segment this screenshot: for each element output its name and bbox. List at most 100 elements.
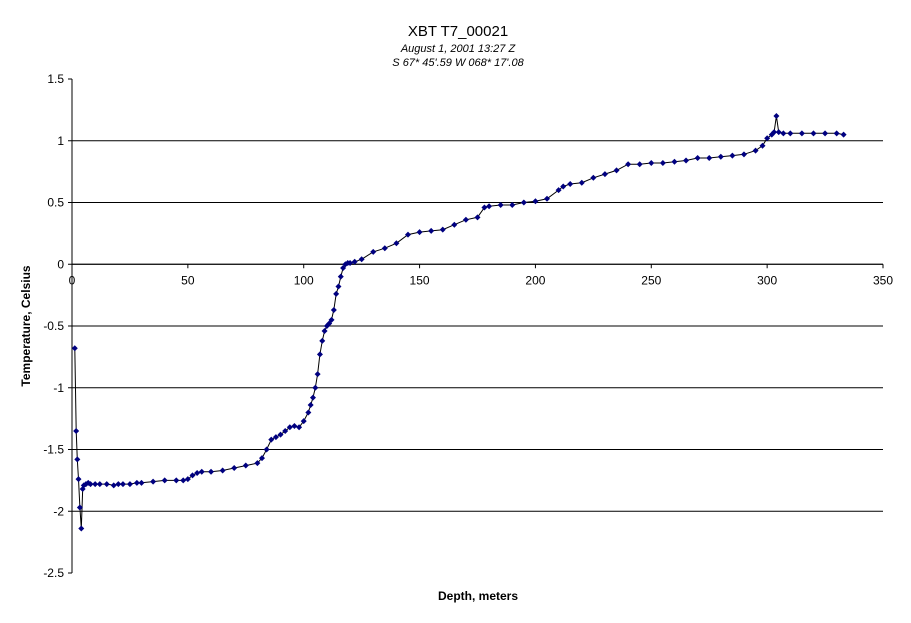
- data-point-96: [717, 153, 724, 160]
- data-point-4: [76, 504, 83, 511]
- x-tick-label-3: 150: [410, 273, 430, 287]
- data-point-42: [300, 418, 307, 425]
- x-tick-label-0: 0: [69, 273, 76, 287]
- data-point-53: [328, 316, 335, 323]
- data-point-85: [590, 174, 597, 181]
- data-point-10: [87, 481, 94, 488]
- data-point-65: [381, 245, 388, 252]
- data-point-98: [740, 151, 747, 158]
- x-tick-label-1: 50: [181, 273, 195, 287]
- data-point-72: [462, 216, 469, 223]
- data-point-71: [451, 221, 458, 228]
- data-point-70: [439, 226, 446, 233]
- axes: [68, 78, 884, 574]
- y-tick-label-5: -1: [53, 381, 64, 395]
- data-point-61: [347, 260, 354, 267]
- data-point-90: [648, 159, 655, 166]
- data-point-58: [340, 264, 347, 271]
- data-point-11: [92, 481, 99, 488]
- data-point-101: [764, 135, 771, 142]
- data-point-57: [337, 273, 344, 280]
- data-point-0: [71, 345, 78, 352]
- data-point-66: [393, 240, 400, 247]
- data-point-67: [404, 231, 411, 238]
- data-point-44: [307, 402, 314, 409]
- x-tick-label-5: 250: [641, 273, 661, 287]
- data-point-33: [259, 455, 266, 462]
- data-point-28: [208, 468, 215, 475]
- data-point-81: [555, 187, 562, 194]
- data-point-69: [428, 227, 435, 234]
- data-point-18: [133, 479, 140, 486]
- y-tick-label-6: -1.5: [43, 443, 64, 457]
- data-point-73: [474, 214, 481, 221]
- data-point-41: [296, 424, 303, 431]
- data-point-36: [272, 434, 279, 441]
- y-tick-label-2: 0.5: [47, 196, 64, 210]
- data-point-92: [671, 158, 678, 165]
- data-point-49: [319, 337, 326, 344]
- x-tick-label-4: 200: [525, 273, 545, 287]
- data-point-105: [775, 129, 782, 136]
- data-point-34: [263, 446, 270, 453]
- data-point-97: [729, 152, 736, 159]
- data-point-50: [321, 327, 328, 334]
- data-point-45: [309, 394, 316, 401]
- chart-subtitle-date: August 1, 2001 13:27 Z: [400, 43, 517, 55]
- data-point-35: [268, 436, 275, 443]
- data-point-62: [351, 258, 358, 265]
- x-tick-labels: 0 50 100 150 200 250 300 350: [69, 273, 894, 287]
- data-point-104: [773, 113, 780, 120]
- data-point-27: [198, 468, 205, 475]
- gridlines: [72, 140, 883, 512]
- y-axis-title: Temperature, Celsius: [19, 265, 33, 386]
- data-point-78: [520, 199, 527, 206]
- data-point-52: [326, 320, 333, 327]
- data-point-39: [286, 424, 293, 431]
- data-point-47: [314, 371, 321, 378]
- data-point-84: [578, 179, 585, 186]
- data-point-1: [73, 427, 80, 434]
- data-point-87: [613, 167, 620, 174]
- y-tick-label-0: 1.5: [47, 72, 64, 86]
- data-point-12: [96, 481, 103, 488]
- data-point-82: [560, 183, 567, 190]
- data-point-77: [509, 201, 516, 208]
- data-point-63: [358, 256, 365, 263]
- data-point-5: [78, 525, 85, 532]
- data-point-107: [787, 130, 794, 137]
- data-point-25: [189, 472, 196, 479]
- data-point-106: [780, 130, 787, 137]
- data-point-54: [330, 306, 337, 313]
- x-tick-label-7: 350: [873, 273, 893, 287]
- data-point-86: [601, 171, 608, 178]
- chart-subtitle-position: S 67* 45'.59 W 068* 17'.08: [392, 57, 524, 69]
- data-point-91: [659, 159, 666, 166]
- data-point-23: [180, 477, 187, 484]
- data-point-110: [822, 130, 829, 137]
- data-point-100: [759, 142, 766, 149]
- x-tick-label-6: 300: [757, 273, 777, 287]
- y-tick-labels: 1.5 1 0.5 0 -0.5 -1 -1.5 -2 -2.5: [43, 72, 64, 580]
- series-line-0: [74, 115, 844, 529]
- data-point-20: [150, 478, 157, 485]
- data-point-95: [706, 155, 713, 162]
- data-point-76: [497, 201, 504, 208]
- data-point-83: [567, 180, 574, 187]
- y-tick-label-1: 1: [57, 134, 64, 148]
- data-point-111: [833, 130, 840, 137]
- data-point-21: [161, 477, 168, 484]
- data-point-75: [486, 203, 493, 210]
- data-point-2: [74, 456, 81, 463]
- data-point-80: [544, 195, 551, 202]
- data-point-38: [282, 427, 289, 434]
- data-point-31: [242, 462, 249, 469]
- data-point-109: [810, 130, 817, 137]
- data-point-16: [119, 481, 126, 488]
- data-point-32: [254, 460, 261, 467]
- data-point-108: [798, 130, 805, 137]
- data-point-88: [625, 161, 632, 168]
- data-point-26: [194, 469, 201, 476]
- data-point-93: [683, 157, 690, 164]
